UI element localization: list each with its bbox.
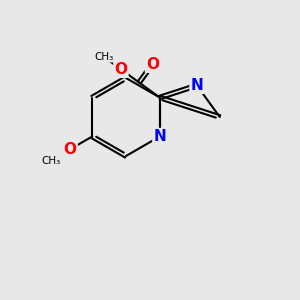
Text: CH₃: CH₃	[94, 52, 114, 62]
Text: CH₃: CH₃	[41, 155, 60, 166]
Text: N: N	[153, 129, 166, 144]
Text: O: O	[146, 57, 159, 72]
Text: O: O	[114, 62, 128, 77]
Text: N: N	[190, 78, 203, 93]
Text: O: O	[64, 142, 76, 157]
